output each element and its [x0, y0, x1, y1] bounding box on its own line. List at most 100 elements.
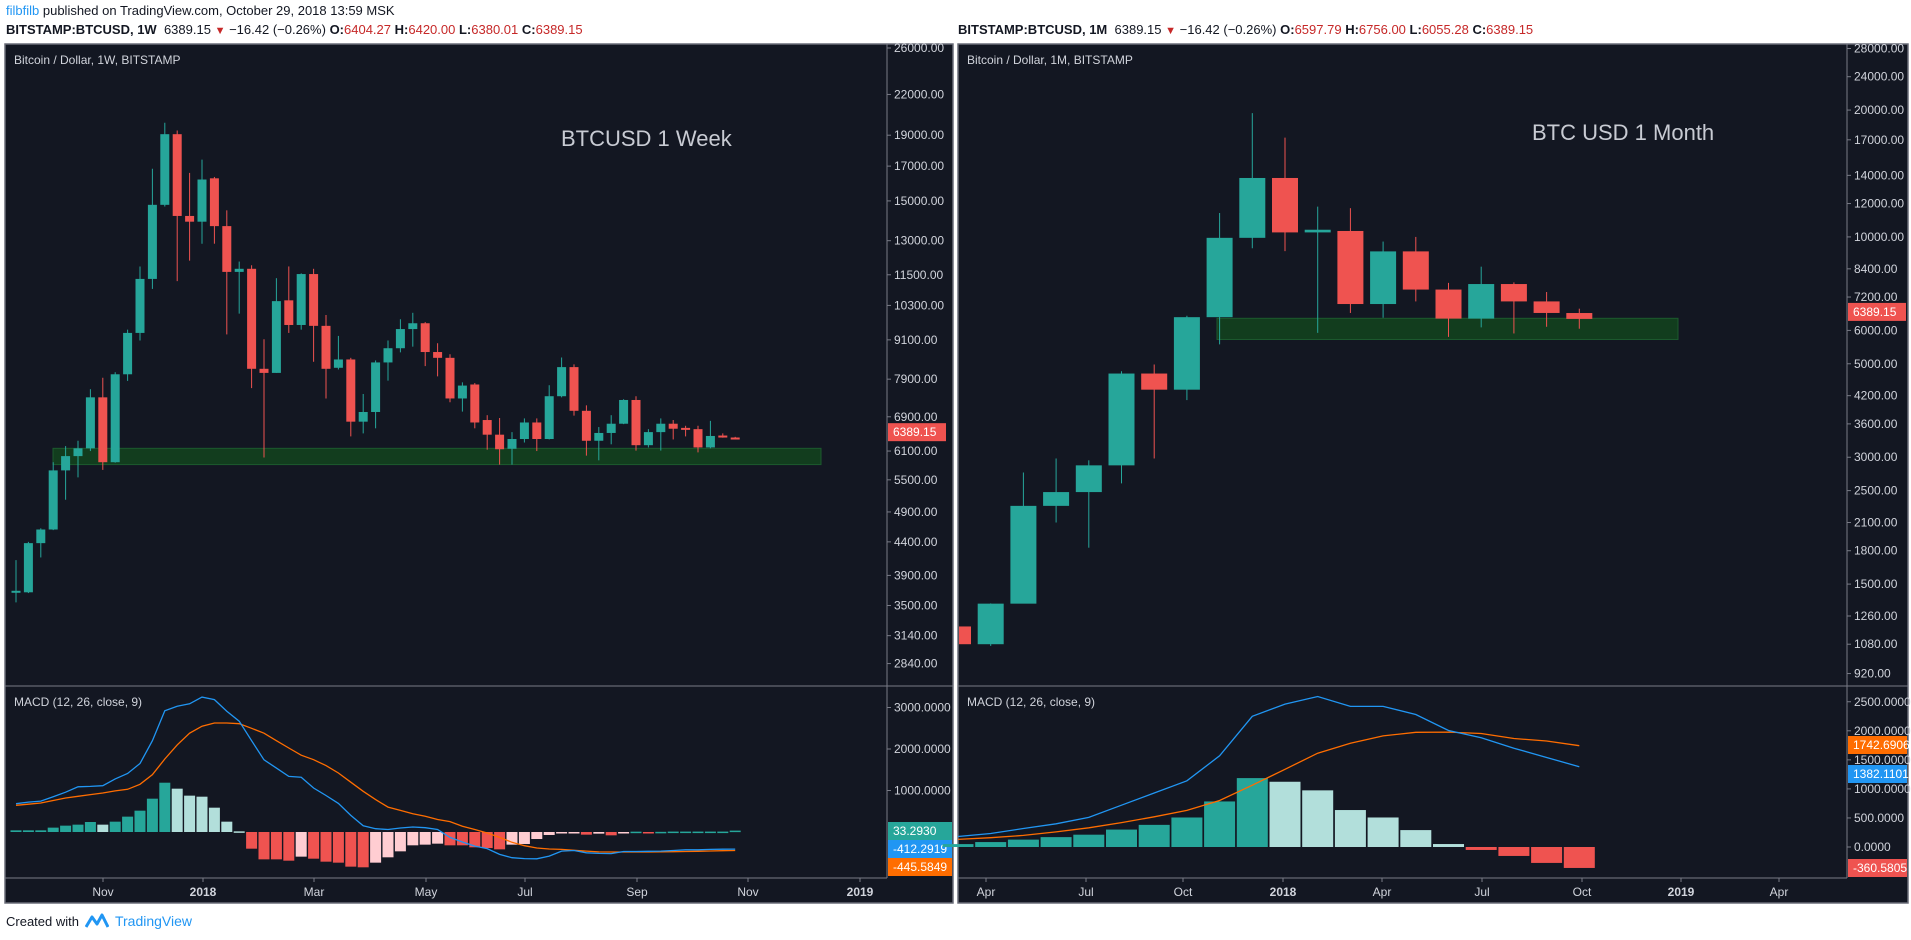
- histogram-bar: [704, 831, 716, 834]
- histogram-bar: [680, 831, 692, 834]
- macd-pane: MACD (12, 26, close, 9) 3000.0000 2000.000…: [10, 695, 952, 876]
- candle: [1337, 208, 1364, 313]
- candle-body: [705, 435, 715, 448]
- tradingview-link[interactable]: TradingView: [114, 913, 193, 929]
- last-price-badge-label: 6389.15: [893, 425, 937, 439]
- histogram-bar: [1204, 801, 1236, 847]
- candle: [234, 261, 244, 314]
- candle-body: [445, 357, 455, 399]
- price-tick-label: 2840.00: [894, 657, 938, 671]
- time-tick-label: Oct: [1573, 885, 1592, 899]
- candle: [296, 273, 306, 330]
- candle: [643, 429, 653, 448]
- candle: [693, 425, 703, 453]
- last-price: 6389.15: [163, 22, 211, 37]
- price-tick-label: 6900.00: [894, 410, 938, 424]
- candle: [631, 396, 641, 451]
- price-tick-label: 4400.00: [894, 535, 938, 549]
- candle: [98, 377, 108, 470]
- price-tick-label: 5000.00: [1854, 357, 1898, 371]
- price-tick-label: 20000.00: [1854, 103, 1904, 117]
- price-plot: [11, 122, 822, 603]
- candle: [507, 432, 517, 465]
- signal-value-label: 1742.6906: [1853, 738, 1910, 752]
- macd-tick-label: 1000.0000: [894, 784, 951, 798]
- histogram-value-badge: [888, 822, 952, 840]
- candle: [309, 268, 319, 362]
- close-value: 6389.15: [1486, 22, 1534, 37]
- histogram-bar: [1465, 847, 1497, 850]
- candle-body: [85, 397, 95, 449]
- high-value: 6756.00: [1358, 22, 1406, 37]
- candle: [333, 335, 343, 370]
- candle-body: [1566, 313, 1593, 319]
- candle-body: [321, 325, 331, 369]
- histogram-bar: [382, 832, 394, 858]
- candle-body: [383, 348, 393, 363]
- histogram-bar: [394, 832, 406, 852]
- candle: [23, 541, 33, 594]
- candle-body: [296, 274, 306, 325]
- signal-value-badge: [1848, 736, 1907, 754]
- candle-body: [1370, 251, 1397, 305]
- candle-body: [569, 367, 579, 411]
- candle: [569, 364, 579, 416]
- candle: [395, 319, 405, 353]
- candle: [1206, 212, 1233, 345]
- down-arrow-icon: ▼: [214, 25, 226, 37]
- histogram-bar: [184, 795, 196, 832]
- close-value: 6389.15: [535, 22, 583, 37]
- symbol-label: BITSTAMP:BTCUSD, 1M: [958, 22, 1108, 37]
- histogram-bar: [1269, 781, 1301, 847]
- open-label: O:: [329, 22, 345, 37]
- macd-tick-label: 500.0000: [1854, 811, 1904, 825]
- candle: [445, 354, 455, 403]
- histogram-bar: [47, 827, 59, 832]
- histogram-bar: [605, 832, 617, 836]
- support-zone: [52, 447, 822, 466]
- time-tick-label: May: [415, 885, 438, 899]
- price-tick-label: 14000.00: [1854, 168, 1904, 182]
- candle-body: [718, 435, 728, 438]
- histogram-bar: [283, 832, 295, 861]
- candle-body: [557, 367, 567, 397]
- price-tick-label: 17000.00: [1854, 133, 1904, 147]
- high-label: H:: [394, 22, 409, 37]
- candle: [1370, 241, 1397, 318]
- histogram-bar: [506, 832, 518, 845]
- histogram-bar: [196, 796, 208, 832]
- histogram-bar: [456, 832, 468, 846]
- histogram-bar: [258, 832, 270, 860]
- price-tick-label: 10000.00: [1854, 230, 1904, 244]
- candle: [1010, 472, 1037, 604]
- candle-body: [271, 301, 281, 373]
- candle-body: [1435, 289, 1462, 319]
- chart-annotation: BTCUSD 1 Week: [561, 126, 733, 151]
- candle-body: [197, 179, 207, 222]
- candle-body: [668, 423, 678, 429]
- time-tick-label: Jul: [517, 885, 532, 899]
- candle: [1566, 308, 1593, 329]
- candle: [36, 528, 46, 558]
- histogram-bar: [1498, 847, 1530, 856]
- candle-body: [333, 359, 343, 368]
- candle-body: [1010, 505, 1037, 604]
- monthly-chart-panel: Bitcoin / Dollar, 1M, BITSTAMP BTC USD 1 …: [942, 42, 1911, 904]
- macd-value-badge: [888, 840, 952, 858]
- signal-value-label: -445.5849: [893, 860, 947, 874]
- price-tick-label: 8400.00: [1854, 262, 1898, 276]
- histogram-bar: [975, 842, 1007, 847]
- publish-info: filbfilb published on TradingView.com, O…: [6, 3, 395, 18]
- histogram-bar: [270, 832, 282, 860]
- macd-label: MACD (12, 26, close, 9): [14, 695, 142, 709]
- candle: [1500, 282, 1527, 334]
- candle: [247, 265, 257, 389]
- candle: [73, 440, 83, 478]
- candle: [420, 322, 430, 367]
- candle-body: [346, 359, 356, 422]
- histogram-bar: [320, 832, 332, 862]
- candle-body: [631, 399, 641, 446]
- author-link[interactable]: filbfilb: [6, 3, 40, 18]
- candle-body: [1043, 492, 1070, 506]
